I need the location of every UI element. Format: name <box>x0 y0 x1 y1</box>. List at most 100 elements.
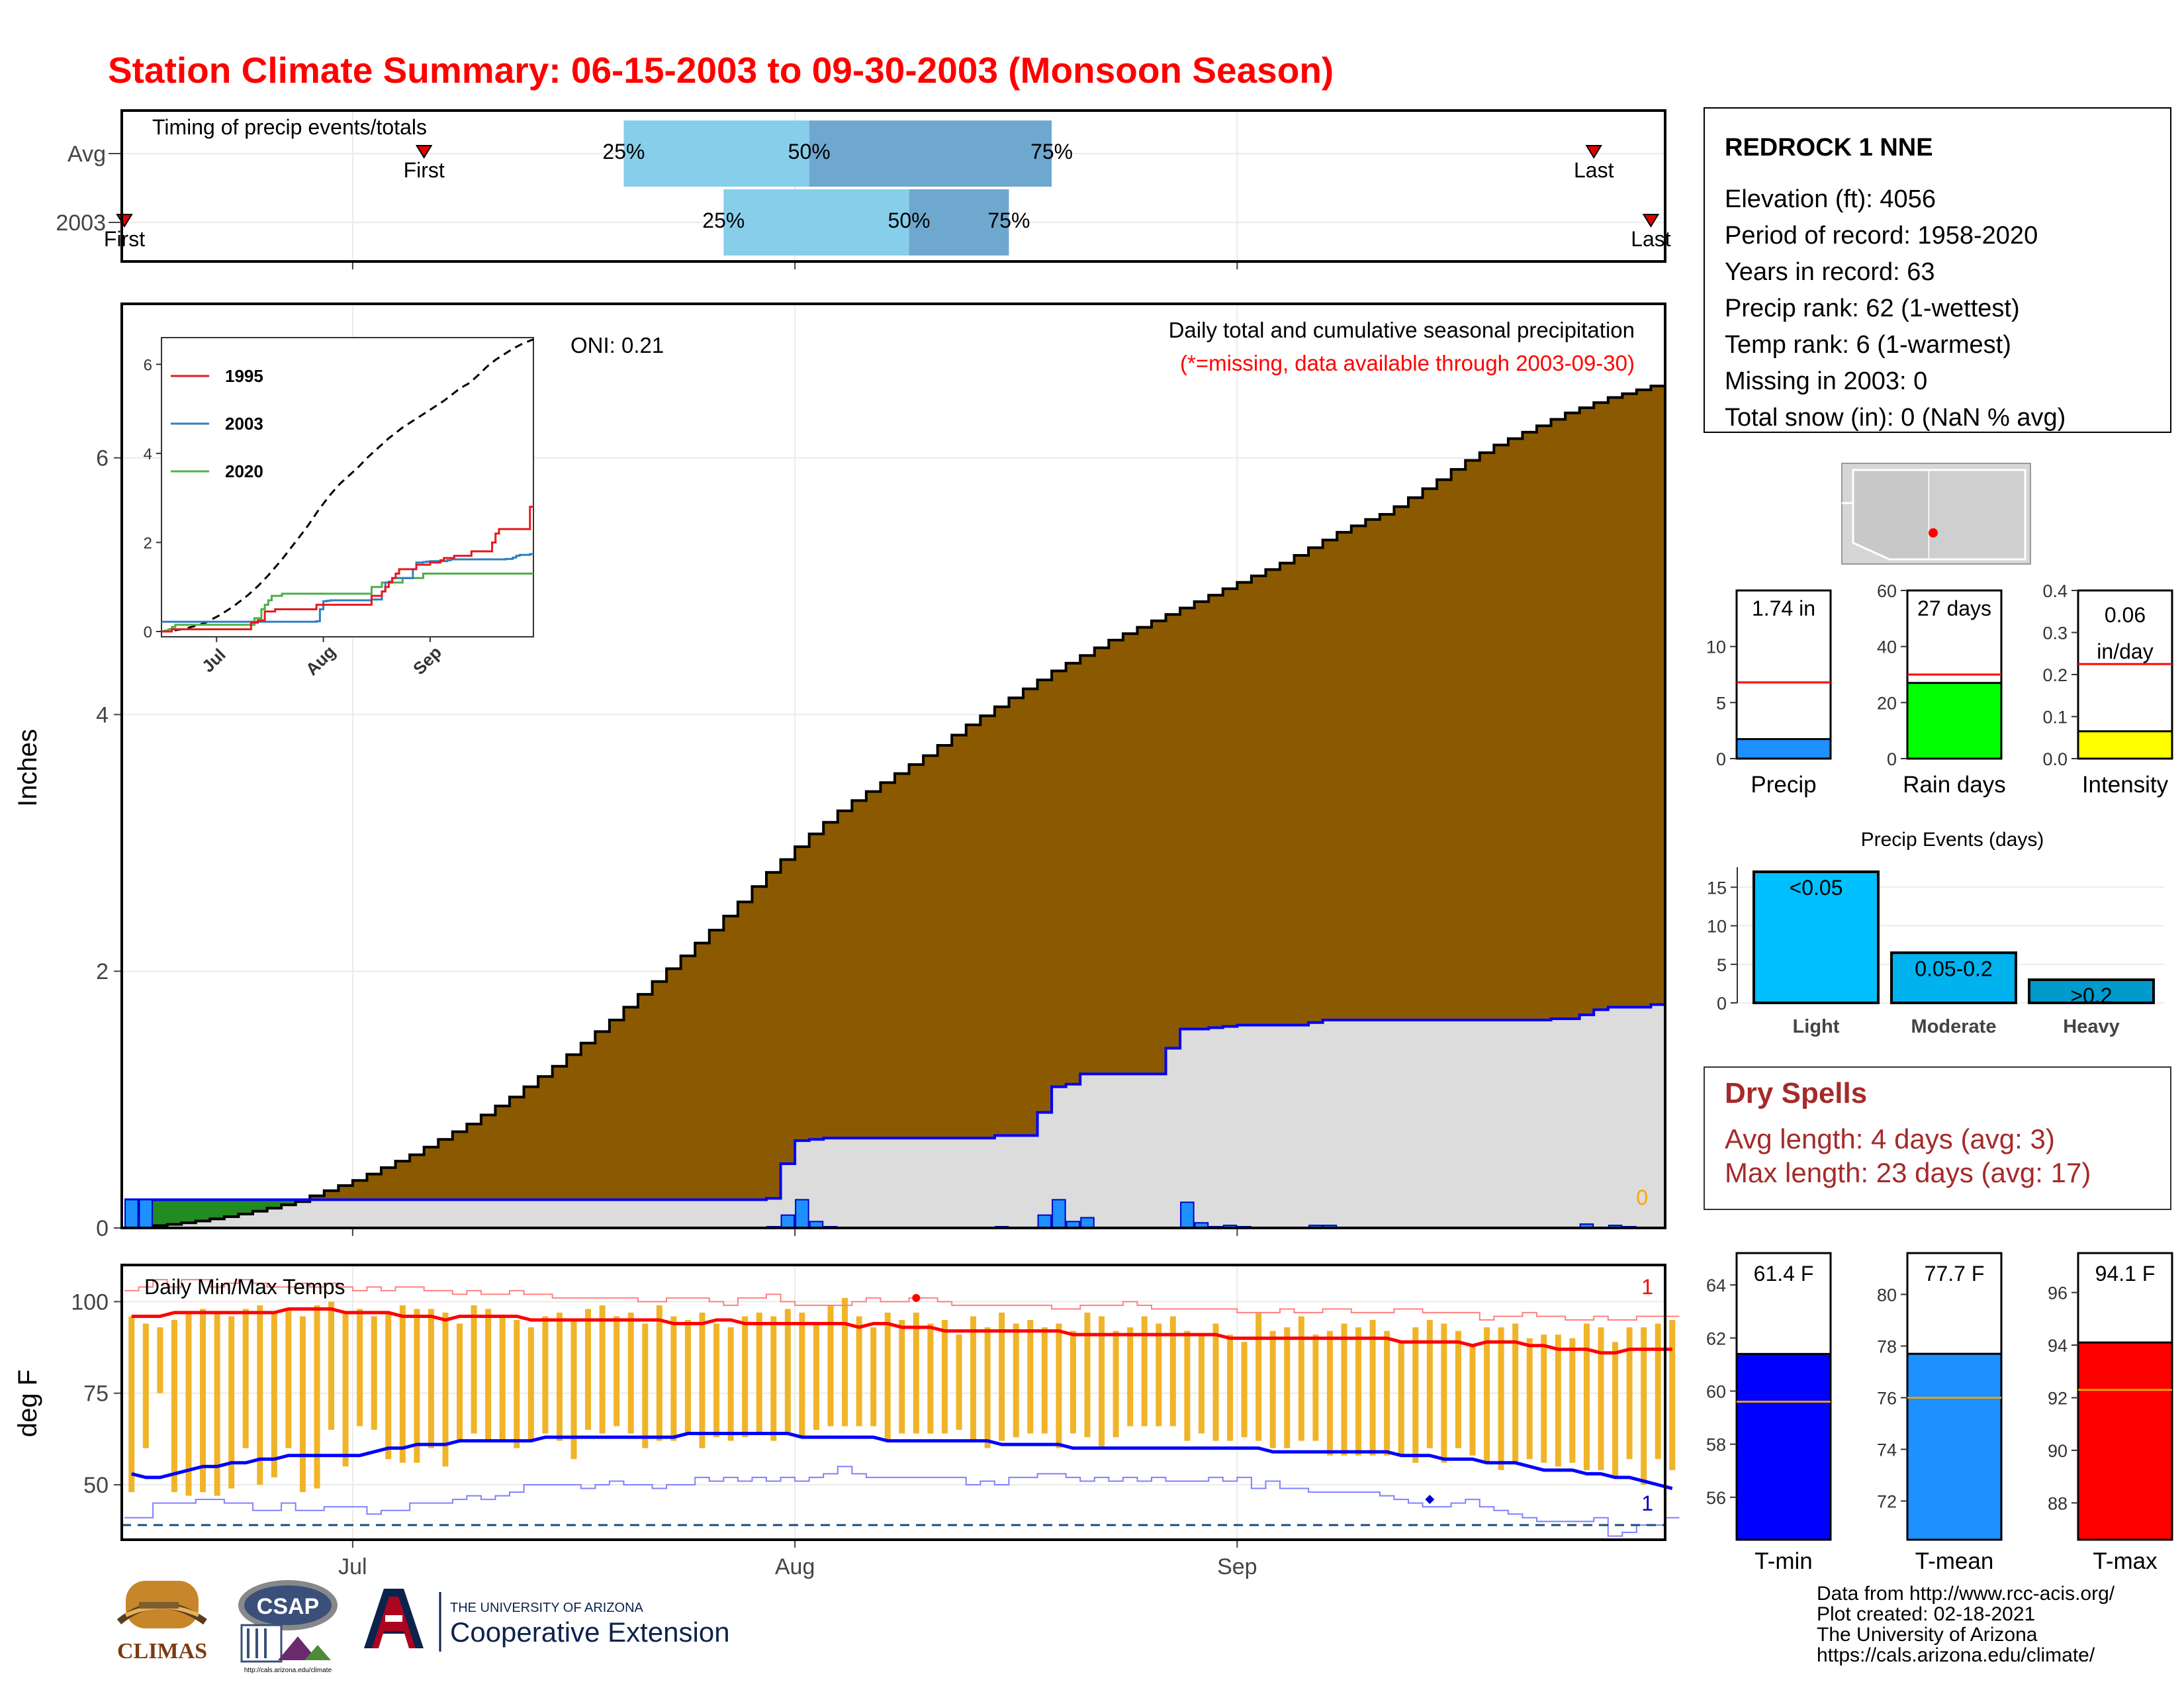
dry-spells-title: Dry Spells <box>1725 1077 1867 1109</box>
gauge-tick-label: 0 <box>1716 749 1726 769</box>
y-axis-title: deg F <box>13 1370 42 1437</box>
gauge-label: Intensity <box>2082 772 2169 798</box>
gauge-tick-label: 40 <box>1877 637 1897 657</box>
timing-panel-label: Timing of precip events/totals <box>152 115 427 139</box>
inset-y-tick-label: 0 <box>144 624 152 641</box>
station-line: Elevation (ft): 4056 <box>1725 185 1936 213</box>
quartile-label: 25% <box>602 140 645 164</box>
station-line: Missing in 2003: 0 <box>1725 367 1927 395</box>
station-info-box: REDROCK 1 NNE Elevation (ft): 4056 Period … <box>1704 107 2171 433</box>
row-label: Avg <box>68 142 106 167</box>
avg-cumulative-line <box>124 385 1665 1229</box>
temp-gauge-tick-label: 88 <box>2048 1493 2068 1513</box>
inset-y-tick-label: 4 <box>144 445 152 463</box>
station-line: Total snow (in): 0 (NaN % avg) <box>1725 404 2066 432</box>
temp-gauge-value: 61.4 F <box>1754 1262 1814 1286</box>
inset-2020-line <box>161 573 533 633</box>
avg-tmax-line <box>131 1307 1672 1355</box>
event-bar-label: >0.2 <box>2070 984 2112 1008</box>
y-tick-label: 6 <box>96 446 109 471</box>
y-tick-label: 100 <box>71 1289 109 1315</box>
row-label: 2003 <box>56 211 106 236</box>
temp-gauge-tick-label: 94 <box>2048 1336 2068 1356</box>
dry-spells-frame <box>1704 1066 2171 1210</box>
gauge-value-label: in/day <box>2097 639 2153 663</box>
temp-panel-label: Daily Min/Max Temps <box>144 1275 345 1299</box>
legend-label: 2003 <box>225 414 263 434</box>
temp-gauge-tick-label: 78 <box>1877 1336 1897 1356</box>
annotation-missing: (*=missing, data available through 2003-… <box>1180 351 1635 375</box>
temp-gauge-label: T-min <box>1754 1548 1813 1574</box>
event-bar <box>2028 978 2155 1004</box>
event-marker <box>1642 214 1660 228</box>
dry-spells-max: Max length: 23 days (avg: 17) <box>1725 1157 2091 1188</box>
y-tick-label: 75 <box>83 1382 109 1407</box>
event-bar <box>1890 951 2017 1005</box>
inset-frame <box>161 337 534 637</box>
state-map <box>1841 463 2031 565</box>
events-tick-label: 10 <box>1707 917 1727 937</box>
events-tick-label: 0 <box>1717 994 1727 1013</box>
temp-gauge-tick-label: 90 <box>2048 1441 2068 1461</box>
temp-gauge-label: T-mean <box>1915 1548 1994 1574</box>
quartile-label: 75% <box>1030 140 1073 164</box>
gauge-tick-label: 60 <box>1877 581 1897 601</box>
temp-gauge-tick-label: 62 <box>1706 1329 1726 1348</box>
gauge-value-label: 0.06 <box>2105 603 2146 627</box>
daily-precip-bar <box>780 1214 796 1229</box>
station-line: Temp rank: 6 (1-warmest) <box>1725 331 2011 359</box>
y-tick-label: 4 <box>96 702 109 727</box>
events-title: Precip Events (days) <box>1861 829 2044 851</box>
x-tick-label: Aug <box>775 1554 815 1579</box>
daily-precip-bar <box>1180 1201 1195 1229</box>
gauge-value-label: 1.74 in <box>1752 596 1815 620</box>
event-label: Last <box>1574 158 1614 182</box>
new-mexico-shape <box>1929 469 2026 561</box>
gauge-value-bar <box>1906 682 2003 760</box>
temp-gauge-bar <box>1735 1352 1832 1541</box>
record-high-count: 1 <box>1641 1275 1653 1299</box>
temp-gauge-tick-label: 60 <box>1706 1382 1726 1401</box>
event-label: First <box>104 227 145 251</box>
dry-spells-avg: Avg length: 4 days (avg: 3) <box>1725 1123 2055 1154</box>
quartile-label: 50% <box>788 140 831 164</box>
annotation-title: Daily total and cumulative seasonal prec… <box>1169 318 1635 342</box>
record-low-count: 1 <box>1641 1491 1653 1515</box>
timing-frame <box>120 109 1666 263</box>
daily-precip-bar <box>138 1199 154 1229</box>
daily-precip-bar <box>1052 1199 1066 1229</box>
gauge-tick-label: 0.1 <box>2042 708 2068 727</box>
event-label: First <box>404 158 445 182</box>
gauge-tick-label: 0.3 <box>2042 624 2068 643</box>
event-category-label: Moderate <box>1911 1016 1997 1037</box>
inset-2003-line <box>161 553 533 623</box>
temp-gauge-tick-label: 74 <box>1877 1440 1897 1460</box>
event-bar-label: <0.05 <box>1790 876 1843 900</box>
gauge-value-bar <box>1735 738 1832 760</box>
station-name: REDROCK 1 NNE <box>1725 134 1933 162</box>
x-tick-label: Jul <box>338 1554 367 1579</box>
event-marker <box>415 145 433 159</box>
gauge-label: Precip <box>1751 772 1816 798</box>
x-tick-label: Sep <box>1217 1554 1257 1579</box>
temp-gauge-tick-label: 92 <box>2048 1388 2068 1408</box>
legend-label: 1995 <box>225 366 263 386</box>
quartile-label: 75% <box>987 209 1030 232</box>
station-box-frame <box>1704 107 2171 433</box>
station-line: Period of record: 1958-2020 <box>1725 222 2038 250</box>
gauge-tick-label: 0.2 <box>2042 665 2068 685</box>
y-tick-label: 2 <box>96 959 109 984</box>
credit-line: Data from http://www.rcc-acis.org/ <box>1817 1583 2115 1605</box>
above-average-area <box>124 1199 310 1228</box>
event-marker <box>1585 145 1603 159</box>
credit-line: The University of Arizona <box>1817 1624 2038 1646</box>
csap-logo: CSAP http://cals.arizona.edu/climate <box>238 1580 338 1674</box>
credit-line: https://cals.arizona.edu/climate/ <box>1817 1644 2095 1666</box>
credits: Data from http://www.rcc-acis.org/ Plot … <box>1817 1583 2174 1665</box>
record-low-line <box>124 1466 1680 1537</box>
svg-text:THE UNIVERSITY OF ARIZONA: THE UNIVERSITY OF ARIZONA <box>450 1601 644 1615</box>
gauge-tick-label: 0.4 <box>2042 581 2068 601</box>
figure-title: Station Climate Summary: 06-15-2003 to 0… <box>108 50 1334 91</box>
temp-gauge-value: 77.7 F <box>1925 1262 1985 1286</box>
